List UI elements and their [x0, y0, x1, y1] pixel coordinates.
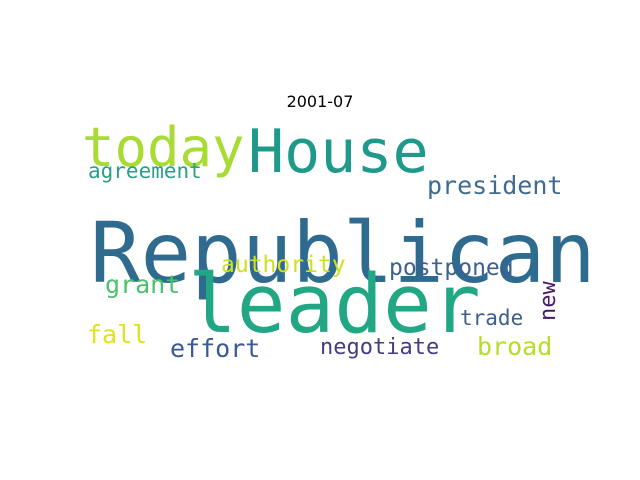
word-new: new — [536, 281, 561, 321]
word-postponed: postponed — [389, 255, 514, 281]
word-agreement: agreement — [88, 159, 202, 183]
word-president: president — [427, 171, 562, 200]
word-today: today — [82, 116, 245, 179]
word-fall: fall — [87, 320, 147, 349]
word-house: House — [248, 117, 429, 187]
word-effort: effort — [170, 334, 260, 363]
word-broad: broad — [477, 332, 552, 361]
word-trade: trade — [460, 306, 523, 330]
chart-title: 2001-07 — [286, 92, 354, 111]
word-grant: grant — [105, 270, 180, 299]
word-leader: leader — [188, 258, 481, 352]
word-republican: Republican — [90, 204, 596, 302]
word-authority: authority — [221, 252, 346, 278]
word-negotiate: negotiate — [320, 335, 439, 360]
